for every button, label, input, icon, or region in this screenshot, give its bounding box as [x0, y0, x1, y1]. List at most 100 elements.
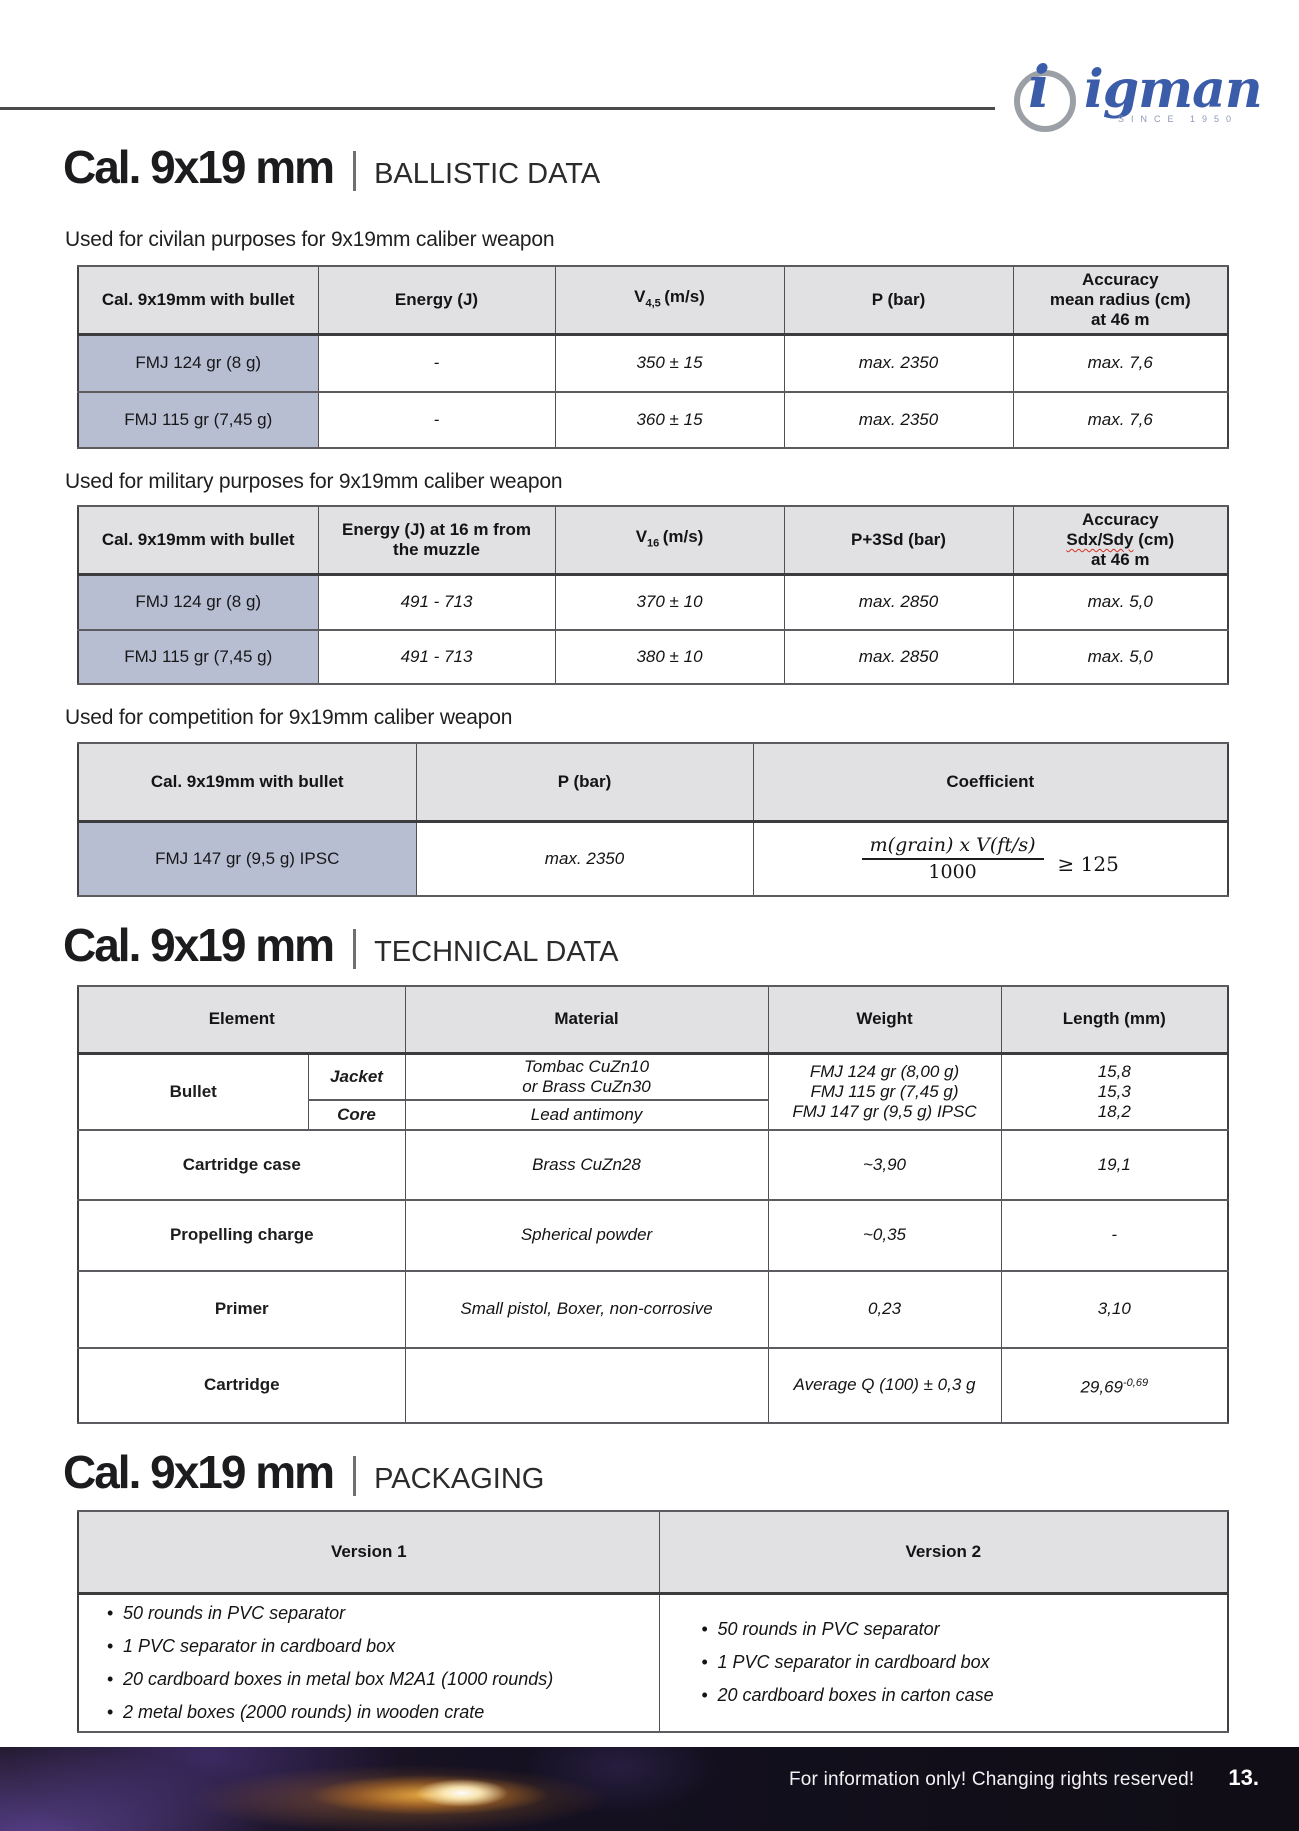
- table-row: FMJ 124 gr (8 g) 491 - 713 370 ± 10 max.…: [77, 573, 1229, 631]
- col-header-accuracy: Accuracy Sdx/Sdy (cm) at 46 m: [1012, 505, 1229, 575]
- bullet-core-row: Core Lead antimony: [78, 1099, 1229, 1130]
- pressure-cell: max. 2850: [783, 629, 1014, 685]
- bullet-jacket-row: Bullet Jacket Tombac CuZn10 or Brass CuZ…: [77, 1052, 1229, 1130]
- material-cell: Small pistol, Boxer, non-corrosive: [404, 1270, 769, 1348]
- list-item: 20 cardboard boxes in carton case: [702, 1679, 1222, 1712]
- section-title-main: Cal. 9x19 mm: [63, 141, 335, 193]
- list-item: 1 PVC separator in cardboard box: [107, 1630, 653, 1663]
- military-ballistic-table: Cal. 9x19mm with bullet Energy (J) at 16…: [77, 505, 1229, 685]
- col-header-version2: Version 2: [658, 1510, 1229, 1594]
- section-title-ballistic: Cal. 9x19 mm BALLISTIC DATA: [63, 140, 600, 194]
- title-divider-bar: [353, 151, 357, 191]
- table-row: FMJ 115 gr (7,45 g) - 360 ± 15 max. 2350…: [77, 391, 1229, 449]
- velocity-cell: 380 ± 10: [554, 629, 785, 685]
- header-divider: [0, 107, 995, 110]
- technical-data-table: Element Material Weight Length (mm) Bull…: [77, 985, 1230, 1424]
- list-item: 50 rounds in PVC separator: [702, 1613, 1222, 1646]
- core-material-cell: Lead antimony: [404, 1099, 769, 1130]
- table-header-row: Cal. 9x19mm with bullet Energy (J) at 16…: [77, 505, 1229, 575]
- caption-competition: Used for competition for 9x19mm caliber …: [65, 706, 513, 729]
- bullet-name-cell: FMJ 124 gr (8 g): [77, 573, 319, 631]
- element-cell: Propelling charge: [77, 1199, 406, 1271]
- energy-cell: 491 - 713: [317, 573, 556, 631]
- cartridge-row: Cartridge Average Q (100) ± 0,3 g 29,69-…: [77, 1347, 1229, 1423]
- velocity-cell: 370 ± 10: [554, 573, 785, 631]
- pressure-cell: max. 2850: [783, 573, 1014, 631]
- jacket-material-cell: Tombac CuZn10 or Brass CuZn30: [404, 1052, 769, 1100]
- weight-cell: 0,23: [767, 1270, 1002, 1348]
- element-cell: Cartridge: [77, 1347, 406, 1423]
- element-cell: Cartridge case: [77, 1129, 406, 1200]
- col-header-bullet: Cal. 9x19mm with bullet: [77, 265, 319, 335]
- table-row: Propelling charge Spherical powder ~0,35…: [77, 1199, 1229, 1271]
- table-header-row: Cal. 9x19mm with bullet P (bar) Coeffici…: [77, 742, 1229, 822]
- bullet-name-cell: FMJ 115 gr (7,45 g): [77, 629, 319, 685]
- element-cell: Bullet: [77, 1052, 309, 1130]
- coefficient-cell: m(grain) x V(ft/s) 1000 ≥ 125: [752, 820, 1229, 897]
- section-title-sub: PACKAGING: [374, 1463, 545, 1495]
- accuracy-cell: max. 7,6: [1012, 391, 1229, 449]
- logo-ring-icon: [1014, 70, 1076, 132]
- version2-cell: 50 rounds in PVC separator 1 PVC separat…: [658, 1592, 1229, 1732]
- energy-cell: -: [317, 333, 556, 393]
- weight-cell: Average Q (100) ± 0,3 g: [767, 1347, 1002, 1423]
- section-title-sub: BALLISTIC DATA: [374, 158, 601, 190]
- bullet-length-cell: 15,8 15,3 18,2: [1000, 1052, 1229, 1130]
- accuracy-cell: max. 5,0: [1012, 629, 1229, 685]
- title-divider-bar: [353, 1456, 357, 1496]
- competition-ballistic-table: Cal. 9x19mm with bullet P (bar) Coeffici…: [77, 742, 1229, 897]
- element-cell: Primer: [77, 1270, 406, 1348]
- section-title-main: Cal. 9x19 mm: [63, 1446, 335, 1498]
- core-label-cell: Core: [307, 1099, 406, 1130]
- table-row: FMJ 147 gr (9,5 g) IPSC max. 2350 m(grai…: [77, 820, 1229, 897]
- pressure-cell: max. 2350: [783, 333, 1014, 393]
- footer-note: For information only! Changing rights re…: [788, 1769, 1195, 1790]
- material-cell: Spherical powder: [404, 1199, 769, 1271]
- col-header-accuracy: Accuracy mean radius (cm) at 46 m: [1012, 265, 1229, 335]
- igman-logo-icon: i: [1014, 58, 1078, 132]
- table-header-row: Element Material Weight Length (mm): [77, 985, 1229, 1054]
- col-header-energy: Energy (J): [317, 265, 556, 335]
- col-header-velocity: V4,5 (m/s): [554, 265, 785, 335]
- weight-cell: ~0,35: [767, 1199, 1002, 1271]
- igman-logo: i igman SINCE 1950: [1014, 58, 1263, 132]
- material-cell: [404, 1347, 769, 1423]
- page-number: 13.: [1228, 1765, 1259, 1790]
- pressure-cell: max. 2350: [415, 820, 754, 897]
- bullet-weight-cell: FMJ 124 gr (8,00 g) FMJ 115 gr (7,45 g) …: [767, 1052, 1002, 1130]
- logo-tagline: SINCE 1950: [1118, 114, 1239, 124]
- col-header-pressure: P (bar): [415, 742, 754, 822]
- velocity-cell: 360 ± 15: [554, 391, 785, 449]
- energy-cell: 491 - 713: [317, 629, 556, 685]
- col-header-pressure: P+3Sd (bar): [783, 505, 1014, 575]
- title-divider-bar: [353, 929, 357, 969]
- table-row: Primer Small pistol, Boxer, non-corrosiv…: [77, 1270, 1229, 1348]
- col-header-bullet: Cal. 9x19mm with bullet: [77, 742, 417, 822]
- section-title-packaging: Cal. 9x19 mm PACKAGING: [63, 1445, 544, 1499]
- table-header-row: Cal. 9x19mm with bullet Energy (J) V4,5 …: [77, 265, 1229, 335]
- length-cell: 19,1: [1000, 1129, 1229, 1200]
- col-header-coefficient: Coefficient: [752, 742, 1229, 822]
- version1-list: 50 rounds in PVC separator 1 PVC separat…: [107, 1597, 653, 1729]
- list-item: 20 cardboard boxes in metal box M2A1 (10…: [107, 1663, 653, 1696]
- jacket-label-cell: Jacket: [307, 1052, 406, 1100]
- table-header-row: Version 1 Version 2: [77, 1510, 1229, 1594]
- length-cell: -: [1000, 1199, 1229, 1271]
- list-item: 1 PVC separator in cardboard box: [702, 1646, 1222, 1679]
- pressure-cell: max. 2350: [783, 391, 1014, 449]
- table-row: FMJ 115 gr (7,45 g) 491 - 713 380 ± 10 m…: [77, 629, 1229, 685]
- logo-text: igman SINCE 1950: [1084, 60, 1263, 125]
- formula-fraction: m(grain) x V(ft/s) 1000: [861, 835, 1044, 882]
- col-header-element: Element: [77, 985, 406, 1054]
- accuracy-cell: max. 5,0: [1012, 573, 1229, 631]
- logo-letter: i: [1028, 53, 1051, 121]
- col-header-weight: Weight: [767, 985, 1002, 1054]
- weight-cell: ~3,90: [767, 1129, 1002, 1200]
- footer-text-group: For information only! Changing rights re…: [789, 1765, 1259, 1791]
- length-cell: 3,10: [1000, 1270, 1229, 1348]
- coefficient-formula: m(grain) x V(ft/s) 1000 ≥ 125: [861, 835, 1119, 882]
- col-header-energy: Energy (J) at 16 m from the muzzle: [317, 505, 556, 575]
- col-header-version1: Version 1: [77, 1510, 660, 1594]
- accuracy-cell: max. 7,6: [1012, 333, 1229, 393]
